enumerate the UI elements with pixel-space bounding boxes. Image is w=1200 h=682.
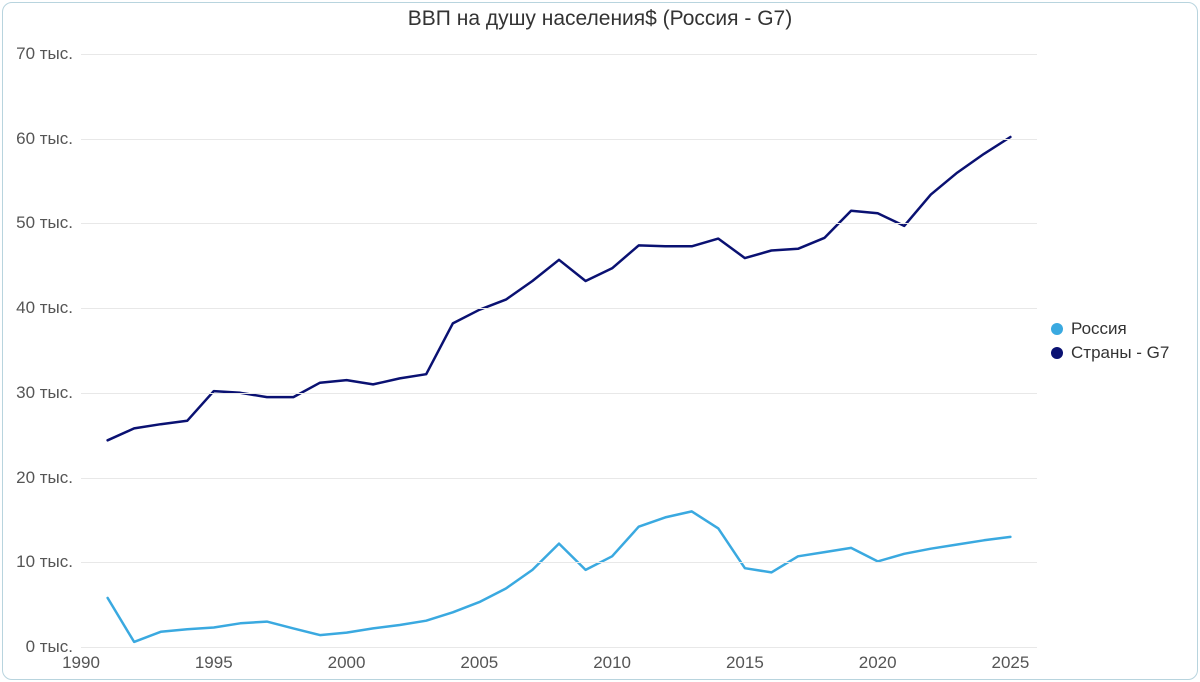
y-tick-label: 20 тыс. — [16, 468, 81, 488]
x-tick-label: 1995 — [195, 647, 233, 673]
gridline — [81, 223, 1037, 224]
y-tick-label: 30 тыс. — [16, 383, 81, 403]
y-tick-label: 10 тыс. — [16, 552, 81, 572]
legend-label: Россия — [1071, 319, 1127, 339]
x-tick-label: 2025 — [992, 647, 1030, 673]
x-tick-label: 1990 — [62, 647, 100, 673]
y-tick-label: 70 тыс. — [16, 44, 81, 64]
y-tick-label: 60 тыс. — [16, 129, 81, 149]
gridline — [81, 562, 1037, 563]
gridline — [81, 54, 1037, 55]
chart-frame: ВВП на душу населения$ (Россия - G7) 0 т… — [2, 2, 1198, 680]
gridline — [81, 139, 1037, 140]
x-tick-label: 2005 — [460, 647, 498, 673]
chart-title: ВВП на душу населения$ (Россия - G7) — [3, 7, 1197, 31]
series-line — [108, 137, 1011, 440]
legend-item[interactable]: Страны - G7 — [1051, 343, 1169, 363]
gridline — [81, 478, 1037, 479]
legend: Россия Страны - G7 — [1051, 319, 1169, 367]
gridline — [81, 308, 1037, 309]
legend-item[interactable]: Россия — [1051, 319, 1169, 339]
x-tick-label: 2015 — [726, 647, 764, 673]
line-layer — [81, 37, 1037, 647]
x-tick-label: 2000 — [328, 647, 366, 673]
plot-area: 0 тыс.10 тыс.20 тыс.30 тыс.40 тыс.50 тыс… — [81, 37, 1037, 647]
series-line — [108, 511, 1011, 642]
y-tick-label: 50 тыс. — [16, 213, 81, 233]
x-tick-label: 2010 — [593, 647, 631, 673]
legend-marker-icon — [1051, 323, 1063, 335]
legend-label: Страны - G7 — [1071, 343, 1169, 363]
y-tick-label: 40 тыс. — [16, 298, 81, 318]
legend-marker-icon — [1051, 347, 1063, 359]
x-tick-label: 2020 — [859, 647, 897, 673]
gridline — [81, 393, 1037, 394]
